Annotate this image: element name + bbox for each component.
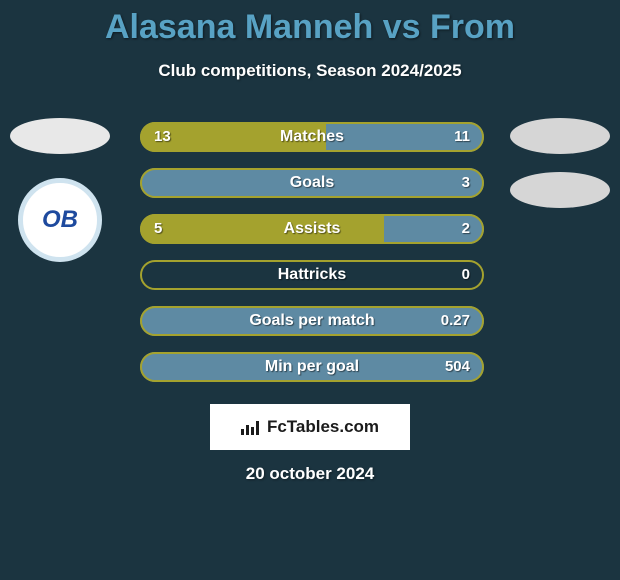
stat-row: Assists52 (140, 214, 484, 244)
bar-track (140, 168, 484, 198)
bar-track (140, 122, 484, 152)
page-title: Alasana Manneh vs From (0, 0, 620, 47)
club-right-placeholder (510, 172, 610, 208)
player-left-avatar-placeholder (10, 118, 110, 154)
bar-fill-left (140, 122, 326, 152)
bar-fill-right (140, 306, 484, 336)
club-left-badge: OB (18, 178, 102, 262)
bar-fill-right (140, 352, 484, 382)
branding-badge: FcTables.com (210, 404, 410, 450)
branding-chart-icon (241, 419, 261, 435)
stat-row: Goals per match0.27 (140, 306, 484, 336)
stat-row: Hattricks0 (140, 260, 484, 290)
player-left-column: OB (10, 118, 110, 262)
stat-row: Matches1311 (140, 122, 484, 152)
bar-fill-right (326, 122, 484, 152)
stats-bars: Matches1311 Goals3 Assists52 Hattricks0 Goal… (140, 122, 484, 398)
stat-row: Goals3 (140, 168, 484, 198)
bar-track (140, 306, 484, 336)
bar-fill-left (140, 214, 384, 244)
bar-track (140, 260, 484, 290)
bar-track (140, 214, 484, 244)
page-subtitle: Club competitions, Season 2024/2025 (0, 61, 620, 81)
club-left-label: OB (42, 206, 78, 234)
comparison-infographic: Alasana Manneh vs From Club competitions… (0, 0, 620, 580)
player-right-column (510, 118, 610, 208)
branding-text: FcTables.com (267, 417, 379, 437)
bar-track (140, 352, 484, 382)
date-text: 20 october 2024 (0, 464, 620, 484)
player-right-avatar-placeholder (510, 118, 610, 154)
bar-fill-right (140, 168, 484, 198)
footer-block: FcTables.com 20 october 2024 (0, 396, 620, 484)
bar-fill-right (384, 214, 484, 244)
stat-row: Min per goal504 (140, 352, 484, 382)
